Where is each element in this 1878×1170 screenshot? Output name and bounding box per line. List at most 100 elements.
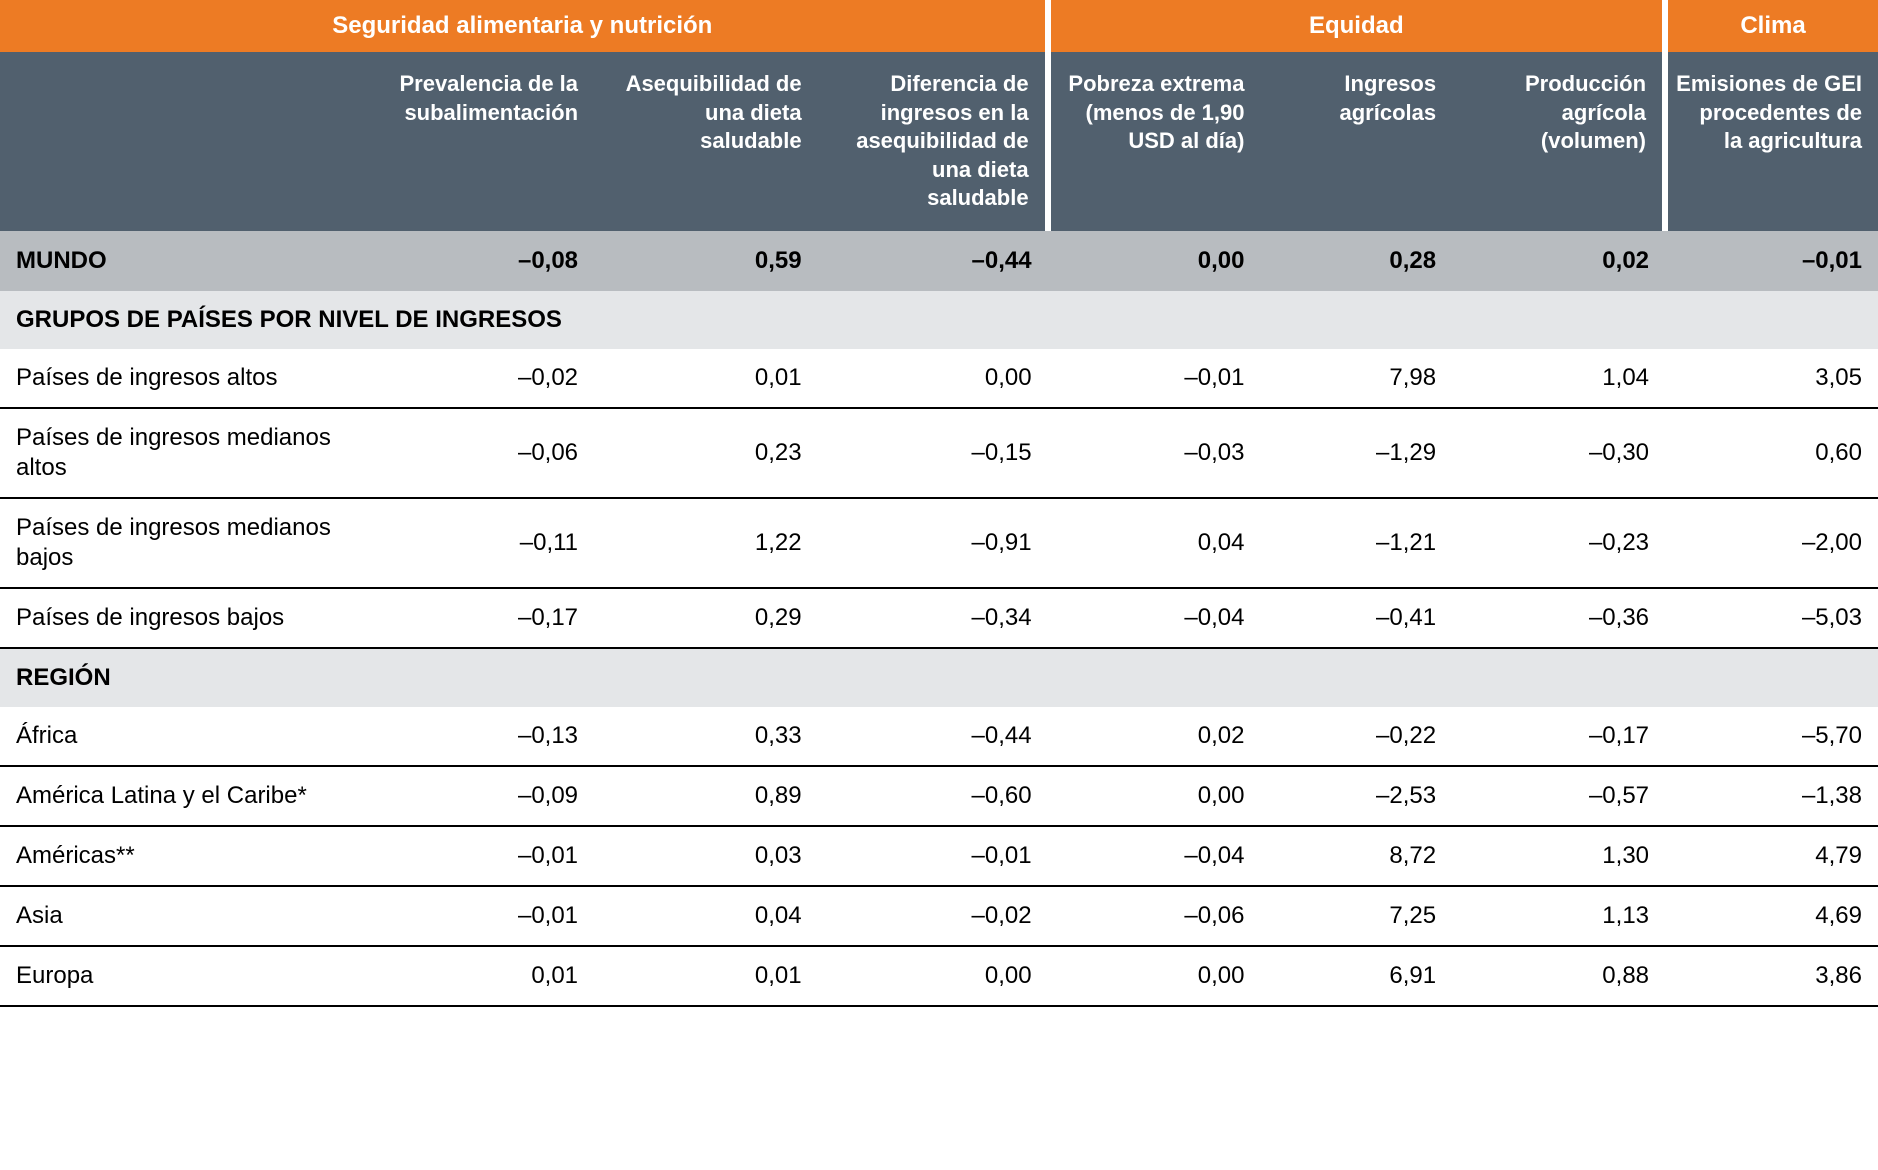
cell-v4: –0,03 xyxy=(1048,408,1261,498)
cell-v1: –0,06 xyxy=(358,408,594,498)
cell-v3: –0,91 xyxy=(818,498,1048,588)
cell-v2: 0,04 xyxy=(594,886,818,946)
section-income-label: GRUPOS DE PAÍSES POR NIVEL DE INGRESOS xyxy=(0,291,1878,349)
cell-v1: 0,01 xyxy=(358,946,594,1006)
data-table: Seguridad alimentaria y nutrición Equida… xyxy=(0,0,1878,1007)
header-group-equity: Equidad xyxy=(1048,0,1665,52)
row-label: Países de ingresos medianos bajos xyxy=(0,498,358,588)
cell-v6: 1,04 xyxy=(1452,349,1665,408)
cell-v4: 0,00 xyxy=(1048,946,1261,1006)
mundo-v1: –0,08 xyxy=(358,231,594,291)
cell-v6: –0,36 xyxy=(1452,588,1665,648)
cell-v5: –2,53 xyxy=(1260,766,1452,826)
table-row: Países de ingresos medianos altos–0,060,… xyxy=(0,408,1878,498)
mundo-label: MUNDO xyxy=(0,231,358,291)
cell-v3: –0,01 xyxy=(818,826,1048,886)
row-label: Américas** xyxy=(0,826,358,886)
cell-v1: –0,11 xyxy=(358,498,594,588)
cell-v2: 0,03 xyxy=(594,826,818,886)
tbody-region: África–0,130,33–0,440,02–0,22–0,17–5,70A… xyxy=(0,707,1878,1006)
cell-v2: 0,29 xyxy=(594,588,818,648)
cell-v6: –0,17 xyxy=(1452,707,1665,766)
cell-v2: 0,89 xyxy=(594,766,818,826)
cell-v5: –1,29 xyxy=(1260,408,1452,498)
cell-v1: –0,13 xyxy=(358,707,594,766)
cell-v6: –0,23 xyxy=(1452,498,1665,588)
row-label: África xyxy=(0,707,358,766)
cell-v3: –0,34 xyxy=(818,588,1048,648)
table-row: Países de ingresos bajos–0,170,29–0,34 –0… xyxy=(0,588,1878,648)
cell-v2: 0,01 xyxy=(594,946,818,1006)
cell-v6: –0,57 xyxy=(1452,766,1665,826)
sub-header-row: Prevalencia de la subalimentación Asequi… xyxy=(0,52,1878,231)
cell-v6: 0,88 xyxy=(1452,946,1665,1006)
section-region-label: REGIÓN xyxy=(0,648,1878,707)
cell-v5: 7,98 xyxy=(1260,349,1452,408)
sub-header-empty xyxy=(0,52,358,231)
top-header-row: Seguridad alimentaria y nutrición Equida… xyxy=(0,0,1878,52)
cell-v2: 0,01 xyxy=(594,349,818,408)
cell-v7: –5,70 xyxy=(1665,707,1878,766)
sub-header-col7: Emisiones de GEI procedentes de la agric… xyxy=(1665,52,1878,231)
cell-v3: –0,44 xyxy=(818,707,1048,766)
cell-v1: –0,01 xyxy=(358,826,594,886)
table-row: Países de ingresos medianos bajos–0,111,… xyxy=(0,498,1878,588)
cell-v7: –5,03 xyxy=(1665,588,1878,648)
row-label: Asia xyxy=(0,886,358,946)
sub-header-col3: Diferencia de ingresos en la asequibilid… xyxy=(818,52,1048,231)
mundo-v7: –0,01 xyxy=(1665,231,1878,291)
mundo-v2: 0,59 xyxy=(594,231,818,291)
table-row: Europa0,010,010,000,006,910,883,86 xyxy=(0,946,1878,1006)
sub-header-col2: Asequibilidad de una dieta saludable xyxy=(594,52,818,231)
sub-header-col5: Ingresos agrícolas xyxy=(1260,52,1452,231)
cell-v6: 1,13 xyxy=(1452,886,1665,946)
cell-v7: –2,00 xyxy=(1665,498,1878,588)
section-region: REGIÓN xyxy=(0,648,1878,707)
mundo-v3: –0,44 xyxy=(818,231,1048,291)
cell-v5: –0,41 xyxy=(1260,588,1452,648)
cell-v5: 6,91 xyxy=(1260,946,1452,1006)
cell-v6: 1,30 xyxy=(1452,826,1665,886)
mundo-v4: 0,00 xyxy=(1048,231,1261,291)
section-income: GRUPOS DE PAÍSES POR NIVEL DE INGRESOS xyxy=(0,291,1878,349)
row-label: Europa xyxy=(0,946,358,1006)
row-label: Países de ingresos altos xyxy=(0,349,358,408)
cell-v3: –0,15 xyxy=(818,408,1048,498)
cell-v3: –0,60 xyxy=(818,766,1048,826)
cell-v2: 0,33 xyxy=(594,707,818,766)
cell-v7: 0,60 xyxy=(1665,408,1878,498)
cell-v4: 0,02 xyxy=(1048,707,1261,766)
cell-v2: 1,22 xyxy=(594,498,818,588)
cell-v4: 0,04 xyxy=(1048,498,1261,588)
cell-v7: 3,05 xyxy=(1665,349,1878,408)
cell-v1: –0,02 xyxy=(358,349,594,408)
row-label: América Latina y el Caribe* xyxy=(0,766,358,826)
tbody-income: Países de ingresos altos–0,020,010,00–0,… xyxy=(0,349,1878,648)
cell-v5: –1,21 xyxy=(1260,498,1452,588)
cell-v1: –0,17 xyxy=(358,588,594,648)
cell-v2: 0,23 xyxy=(594,408,818,498)
cell-v4: –0,01 xyxy=(1048,349,1261,408)
cell-v3: 0,00 xyxy=(818,946,1048,1006)
cell-v3: 0,00 xyxy=(818,349,1048,408)
sub-header-col6: Producción agrícola (volumen) xyxy=(1452,52,1665,231)
cell-v5: –0,22 xyxy=(1260,707,1452,766)
cell-v5: 8,72 xyxy=(1260,826,1452,886)
header-group-food: Seguridad alimentaria y nutrición xyxy=(0,0,1048,52)
mundo-v6: 0,02 xyxy=(1452,231,1665,291)
table-row: Países de ingresos altos–0,020,010,00–0,… xyxy=(0,349,1878,408)
cell-v6: –0,30 xyxy=(1452,408,1665,498)
table-row: América Latina y el Caribe*–0,090,89–0,6… xyxy=(0,766,1878,826)
sub-header-col1: Prevalencia de la subalimentación xyxy=(358,52,594,231)
cell-v7: –1,38 xyxy=(1665,766,1878,826)
cell-v4: –0,06 xyxy=(1048,886,1261,946)
cell-v4: 0,00 xyxy=(1048,766,1261,826)
cell-v5: 7,25 xyxy=(1260,886,1452,946)
mundo-v5: 0,28 xyxy=(1260,231,1452,291)
row-label: Países de ingresos bajos xyxy=(0,588,358,648)
cell-v4: –0,04 xyxy=(1048,826,1261,886)
row-mundo: MUNDO –0,08 0,59 –0,44 0,00 0,28 0,02 –0… xyxy=(0,231,1878,291)
table-row: Américas**–0,010,03–0,01–0,048,721,304,7… xyxy=(0,826,1878,886)
table-row: Asia–0,010,04–0,02–0,067,251,134,69 xyxy=(0,886,1878,946)
cell-v7: 4,69 xyxy=(1665,886,1878,946)
